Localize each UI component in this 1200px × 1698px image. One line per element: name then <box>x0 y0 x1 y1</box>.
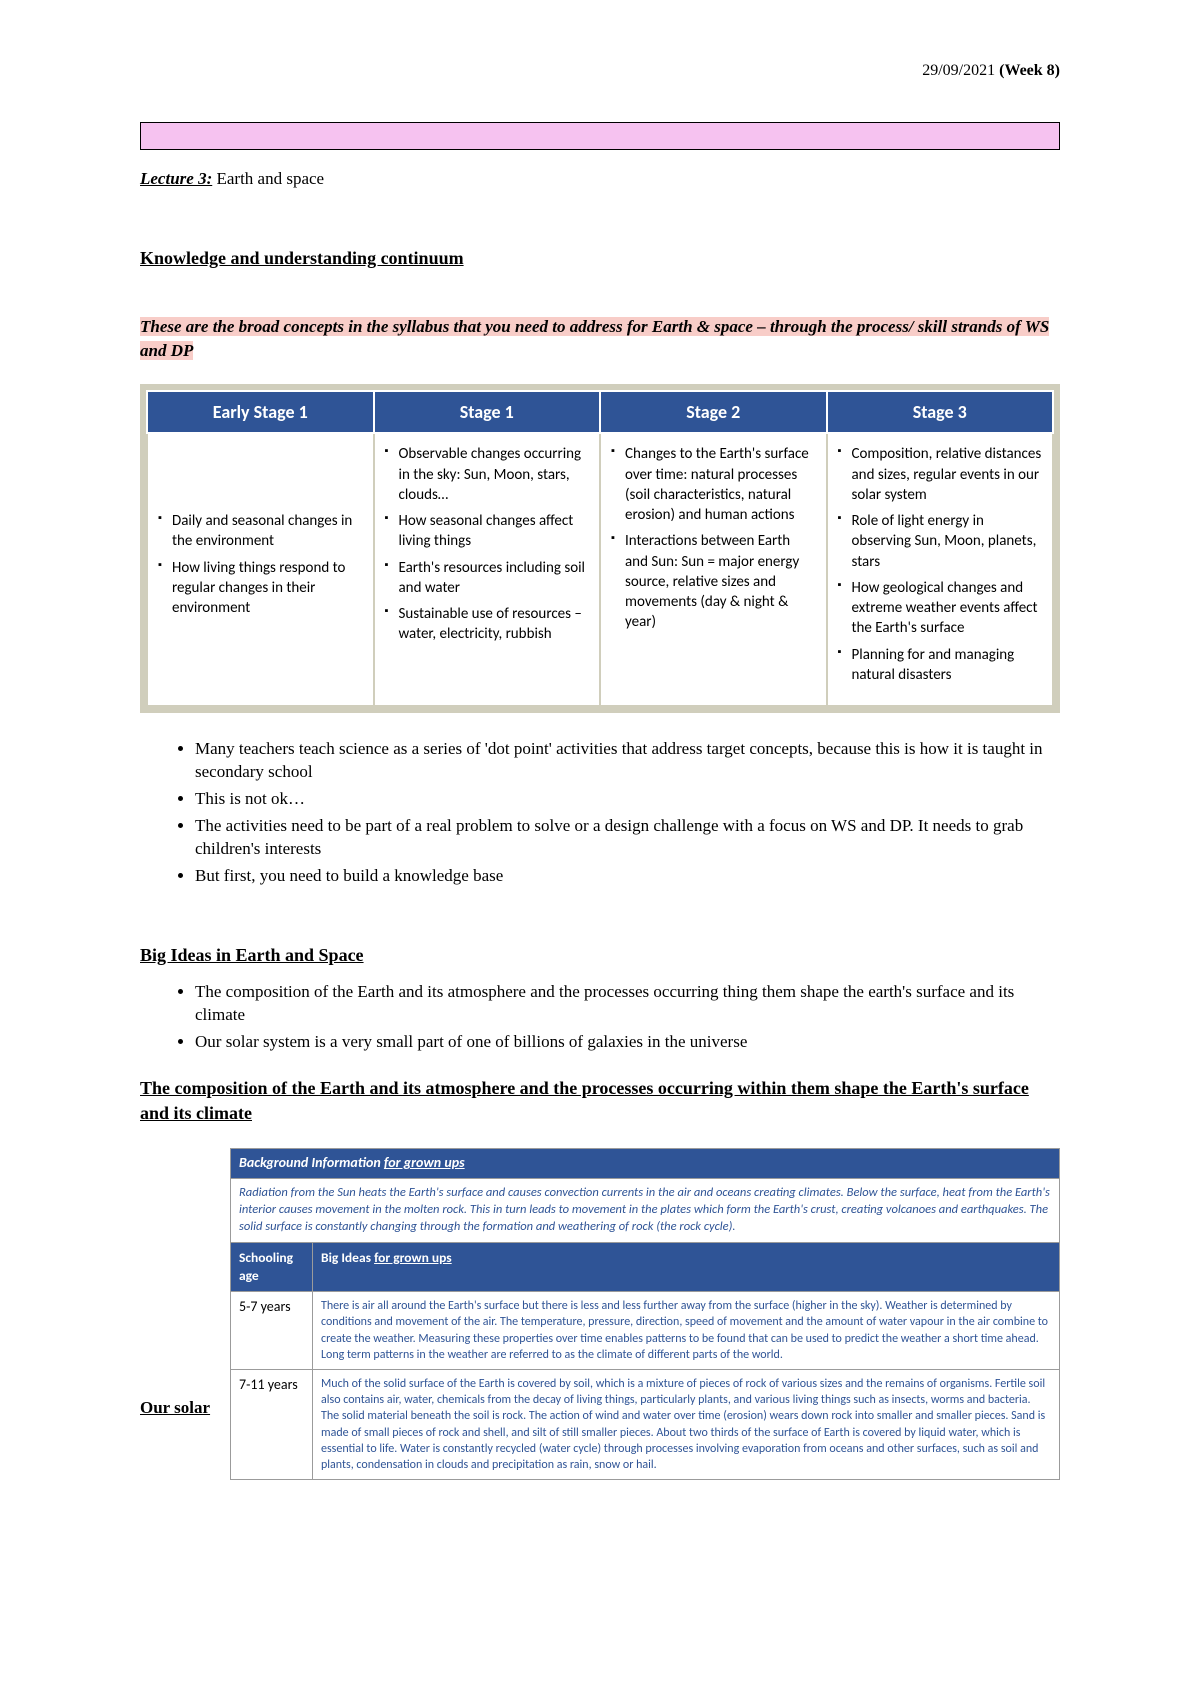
composition-heading: The composition of the Earth and its atm… <box>140 1076 1060 1126</box>
stage-item: Daily and seasonal changes in the enviro… <box>158 511 363 552</box>
stage-item: Composition, relative distances and size… <box>838 444 1043 505</box>
info-table-wrap: Background Information for grown ups Rad… <box>230 1148 1060 1480</box>
date-text: 29/09/2021 <box>922 62 995 79</box>
big-ideas-heading: Big Ideas in Earth and Space <box>140 943 1060 967</box>
stage-item: How geological changes and extreme weath… <box>838 578 1043 639</box>
stage-item: How living things respond to regular cha… <box>158 558 363 619</box>
stage-item: Changes to the Earth's surface over time… <box>611 444 816 525</box>
note-item: But first, you need to build a knowledge… <box>195 865 1060 888</box>
col-schooling-age: Schooling age <box>231 1242 313 1291</box>
stage-table: Early Stage 1 Stage 1 Stage 2 Stage 3 Da… <box>146 390 1054 707</box>
info-row: 7-11 years Much of the solid surface of … <box>231 1369 1060 1479</box>
intro-text: These are the broad concepts in the syll… <box>140 317 1049 361</box>
col2-pre: Big Ideas <box>321 1249 374 1266</box>
section-heading-knowledge: Knowledge and understanding continuum <box>140 246 1060 270</box>
title-bar <box>140 122 1060 150</box>
stage-item: Planning for and managing natural disast… <box>838 645 1043 686</box>
stage-header: Stage 1 <box>374 391 601 433</box>
stage-item: How seasonal changes affect living thing… <box>385 511 590 552</box>
age-cell: 7-11 years <box>231 1369 313 1479</box>
bg-header-pre: Background Information <box>239 1154 384 1171</box>
stage-cell-s3: Composition, relative distances and size… <box>827 433 1054 706</box>
stage-item: Earth's resources including soil and wat… <box>385 558 590 599</box>
bg-info-header: Background Information for grown ups <box>231 1149 1060 1179</box>
stage-item: Interactions between Earth and Sun: Sun … <box>611 531 816 632</box>
stage-cell-es1: Daily and seasonal changes in the enviro… <box>147 433 374 706</box>
note-item: The activities need to be part of a real… <box>195 815 1060 861</box>
stage-item: Sustainable use of resources – water, el… <box>385 604 590 645</box>
stage-item: Observable changes occurring in the sky:… <box>385 444 590 505</box>
big-ideas-list: The composition of the Earth and its atm… <box>140 981 1060 1054</box>
stage-cell-s1: Observable changes occurring in the sky:… <box>374 433 601 706</box>
big-idea-item: The composition of the Earth and its atm… <box>195 981 1060 1027</box>
notes-list: Many teachers teach science as a series … <box>140 738 1060 888</box>
bg-header-ul: for grown ups <box>384 1154 465 1171</box>
lecture-title: Earth and space <box>216 169 324 188</box>
stage-table-container: Early Stage 1 Stage 1 Stage 2 Stage 3 Da… <box>140 384 1060 713</box>
col2-ul: for grown ups <box>374 1249 452 1266</box>
note-item: Many teachers teach science as a series … <box>195 738 1060 784</box>
intro-highlight: These are the broad concepts in the syll… <box>140 315 1060 364</box>
stage-header: Early Stage 1 <box>147 391 374 433</box>
info-table-area: Our solar Background Information for gro… <box>140 1148 1060 1480</box>
bg-info-text: Radiation from the Sun heats the Earth's… <box>231 1179 1060 1243</box>
col-big-ideas: Big Ideas for grown ups <box>313 1242 1060 1291</box>
idea-cell: Much of the solid surface of the Earth i… <box>313 1369 1060 1479</box>
idea-cell: There is air all around the Earth's surf… <box>313 1292 1060 1370</box>
stage-item: Role of light energy in observing Sun, M… <box>838 511 1043 572</box>
our-solar-label: Our solar <box>140 1397 220 1480</box>
stage-cell-s2: Changes to the Earth's surface over time… <box>600 433 827 706</box>
header-date: 29/09/2021 (Week 8) <box>140 60 1060 82</box>
stage-header: Stage 3 <box>827 391 1054 433</box>
info-table: Background Information for grown ups Rad… <box>230 1148 1060 1480</box>
age-cell: 5-7 years <box>231 1292 313 1370</box>
stage-header: Stage 2 <box>600 391 827 433</box>
lecture-label: Lecture 3: <box>140 169 212 188</box>
info-row: 5-7 years There is air all around the Ea… <box>231 1292 1060 1370</box>
lecture-line: Lecture 3: Earth and space <box>140 168 1060 191</box>
document-page: 29/09/2021 (Week 8) Lecture 3: Earth and… <box>0 0 1200 1560</box>
week-text: (Week 8) <box>999 62 1060 79</box>
big-idea-item: Our solar system is a very small part of… <box>195 1031 1060 1054</box>
note-item: This is not ok… <box>195 788 1060 811</box>
